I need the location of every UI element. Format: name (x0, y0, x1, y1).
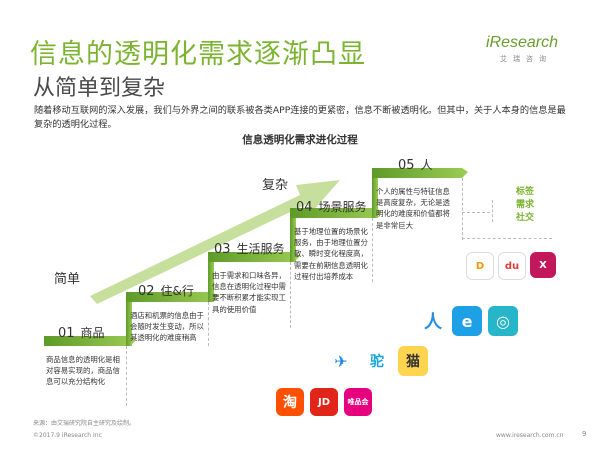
step-riser-3 (290, 218, 296, 262)
step-bar-2 (126, 292, 218, 302)
page-subtitle: 从简单到复杂 (33, 76, 166, 101)
vip-app-icon: 唯品会 (344, 388, 372, 416)
brand-name: iResearch (486, 34, 559, 51)
meituan-app-icon: 猫 (398, 346, 428, 376)
step-riser-4 (372, 178, 378, 218)
step-riser-1 (126, 302, 132, 346)
guide-line (372, 218, 373, 282)
step-desc-5: 个人的属性与特征信息是高度复杂，无论是透明化的难度和价值都将是非常巨大 (376, 187, 450, 230)
tag-label: 标签 (515, 187, 534, 197)
chart-title: 信息透明化需求进化过程 (242, 134, 358, 146)
tag-demand: 需求 (515, 200, 534, 210)
step-name-3: 生活服务 (236, 242, 285, 256)
step-num-2: 02 (138, 284, 155, 299)
page-number: 9 (582, 430, 587, 438)
step-name-1: 商品 (80, 326, 105, 340)
step-bar-1 (44, 336, 136, 346)
step-bar-3 (208, 252, 300, 262)
website-url: www.iresearch.com.cn (496, 432, 564, 439)
step-label-5: 05 人 (398, 156, 433, 173)
intro-paragraph: 随着移动互联网的深入发展，我们与外界之间的联系被各类APP连接的更紧密，信息不断… (34, 105, 566, 130)
step-label-1: 01 商品 (58, 324, 105, 341)
label-simple: 简单 (54, 272, 81, 287)
step-num-3: 03 (214, 242, 231, 257)
step-name-4: 场景服务 (318, 200, 367, 214)
copyright: ©2017.9 iResearch Inc (33, 432, 102, 439)
brand-cn-name: 艾瑞咨询 (500, 55, 552, 63)
guide-line (492, 200, 493, 222)
step-desc-3: 由于需求和口味各异，信息在透明化过程中需要不断积累才能实现工具的使用价值 (212, 271, 286, 314)
tag-list: 标签 需求 社交 (508, 186, 542, 225)
label-complex: 复杂 (262, 178, 289, 193)
guide-line (462, 178, 463, 240)
guide-line (208, 302, 209, 346)
step-label-2: 02 住&行 (138, 282, 194, 299)
guide-line (462, 212, 490, 213)
step-bar-5 (372, 168, 468, 178)
step-bar-4 (290, 208, 382, 218)
progress-arrow (90, 180, 340, 304)
taobao-app-icon: 淘 (276, 388, 304, 416)
step-num-1: 01 (58, 326, 75, 341)
step-desc-1: 商品信息的透明化是相对容易实现的，商品信息可以充分结构化 (46, 355, 120, 387)
qunar-app-icon: 驼 (362, 346, 392, 376)
guide-line (290, 262, 291, 328)
source-note: 来源：由艾瑞研究院自主研究及绘制。 (33, 420, 136, 427)
step-label-4: 04 场景服务 (296, 198, 367, 215)
brand-logo: iResearch 艾瑞咨询 (486, 34, 576, 74)
step-label-3: 03 生活服务 (214, 240, 285, 257)
step-name-2: 住&行 (160, 284, 194, 298)
step-num-4: 04 (296, 200, 313, 215)
person-app-icon: 人 (418, 306, 448, 336)
step-num-5: 05 (398, 158, 415, 173)
step-name-5: 人 (420, 158, 433, 172)
ctrip-app-icon: ✈ (326, 346, 356, 376)
tag-social: 社交 (515, 213, 534, 223)
map-app-icon: du (498, 252, 526, 280)
jd-app-icon: JD (310, 388, 338, 416)
page-title: 信息的透明化需求逐渐凸显 (30, 39, 366, 70)
service-app-icon: ◎ (488, 306, 518, 336)
eleme-app-icon: e (452, 306, 482, 336)
step-desc-4: 基于地理位置的场景化服务，由于地理位置分散、瞬时变化程度高，需要在前期信息透明化… (294, 227, 368, 281)
guide-line (126, 346, 127, 406)
step-riser-2 (208, 262, 214, 302)
didi-app-icon: D (466, 252, 494, 280)
social-app-icon: X (530, 252, 556, 278)
step-desc-2: 酒店和机票的信息由于会随时发生变动，所以其透明化的难度稍高 (130, 311, 204, 343)
guide-line (462, 238, 552, 239)
